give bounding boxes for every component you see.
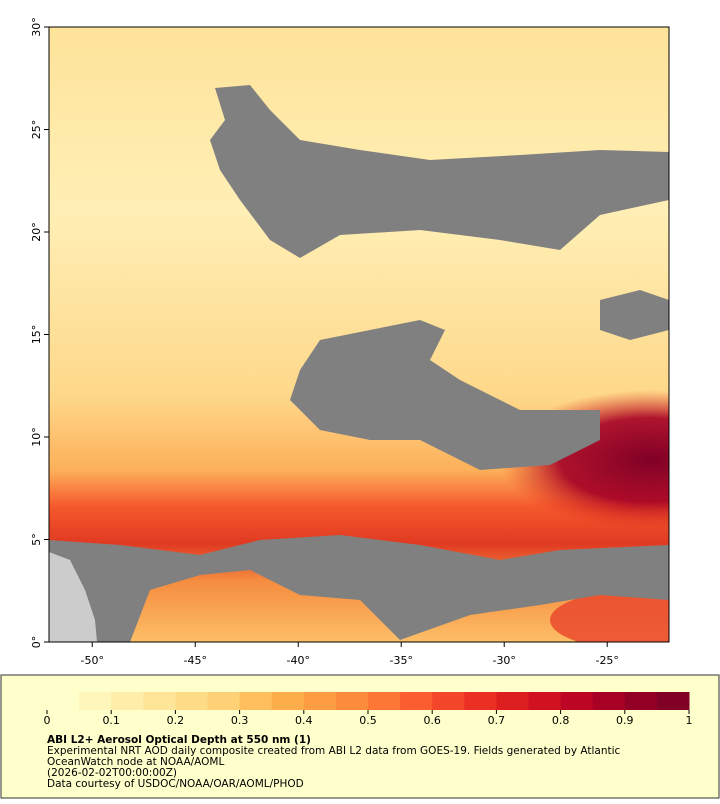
y-tick-label: 15° bbox=[30, 325, 43, 345]
colorbar-bin bbox=[79, 692, 112, 710]
x-tick-label: -45° bbox=[184, 654, 207, 667]
colorbar-tick-label: 0.5 bbox=[359, 714, 377, 727]
colorbar-bin bbox=[560, 692, 594, 710]
colorbar-bin bbox=[303, 692, 337, 710]
colorbar-bin bbox=[207, 692, 241, 710]
colorbar-bin bbox=[592, 692, 626, 710]
colorbar-bin bbox=[111, 692, 144, 710]
colorbar-tick-label: 0.9 bbox=[616, 714, 634, 727]
colorbar-bin bbox=[239, 692, 273, 710]
colorbar-bin bbox=[496, 692, 529, 710]
land bbox=[49, 552, 97, 642]
y-tick-label: 30° bbox=[30, 17, 43, 37]
aod-map bbox=[49, 27, 669, 642]
no-data-cloud bbox=[49, 535, 669, 642]
colorbar-bin bbox=[624, 692, 658, 710]
colorbar-bin bbox=[271, 692, 305, 710]
colorbar-bin bbox=[528, 692, 562, 710]
no-data-cloud bbox=[290, 320, 600, 470]
x-tick-label: -50° bbox=[81, 654, 104, 667]
x-tick-label: -30° bbox=[492, 654, 515, 667]
y-tick-label: 10° bbox=[30, 427, 43, 447]
colorbar-bin bbox=[656, 692, 690, 710]
colorbar-bin bbox=[368, 692, 401, 710]
colorbar-tick-label: 0.4 bbox=[295, 714, 313, 727]
caption-line: OceanWatch node at NOAA/AOML bbox=[47, 756, 224, 768]
colorbar-tick-label: 0.1 bbox=[102, 714, 120, 727]
caption-line: Data courtesy of USDOC/NOAA/OAR/AOML/PHO… bbox=[47, 778, 304, 790]
y-tick-label: 20° bbox=[30, 222, 43, 242]
no-data-cloud bbox=[600, 290, 669, 340]
colorbar-bin bbox=[143, 692, 176, 710]
x-tick-label: -40° bbox=[287, 654, 310, 667]
y-tick-label: 5° bbox=[30, 533, 43, 546]
colorbar-bin bbox=[464, 692, 497, 710]
colorbar-bin bbox=[335, 692, 369, 710]
caption-title: ABI L2+ Aerosol Optical Depth at 550 nm … bbox=[47, 734, 311, 746]
colorbar-tick-label: 0.6 bbox=[423, 714, 441, 727]
aod-plume bbox=[550, 590, 669, 642]
y-tick-label: 0° bbox=[30, 636, 43, 649]
colorbar-tick-label: 0.7 bbox=[488, 714, 506, 727]
colorbar-bin bbox=[47, 692, 80, 710]
colorbar-bin bbox=[175, 692, 208, 710]
x-tick-label: -35° bbox=[389, 654, 412, 667]
caption-line: (2026-02-02T00:00:00Z) bbox=[47, 767, 177, 779]
colorbar-tick-label: 0.8 bbox=[552, 714, 570, 727]
colorbar-tick-label: 1 bbox=[686, 714, 693, 727]
no-data-cloud bbox=[210, 85, 669, 258]
colorbar-bin bbox=[432, 692, 465, 710]
x-tick-label: -25° bbox=[595, 654, 618, 667]
colorbar-tick-label: 0.3 bbox=[231, 714, 249, 727]
colorbar-tick-label: 0 bbox=[44, 714, 51, 727]
caption-line: Experimental NRT AOD daily composite cre… bbox=[47, 745, 621, 757]
colorbar-bin bbox=[400, 692, 433, 710]
colorbar-tick-label: 0.2 bbox=[167, 714, 185, 727]
y-tick-label: 25° bbox=[30, 120, 43, 140]
